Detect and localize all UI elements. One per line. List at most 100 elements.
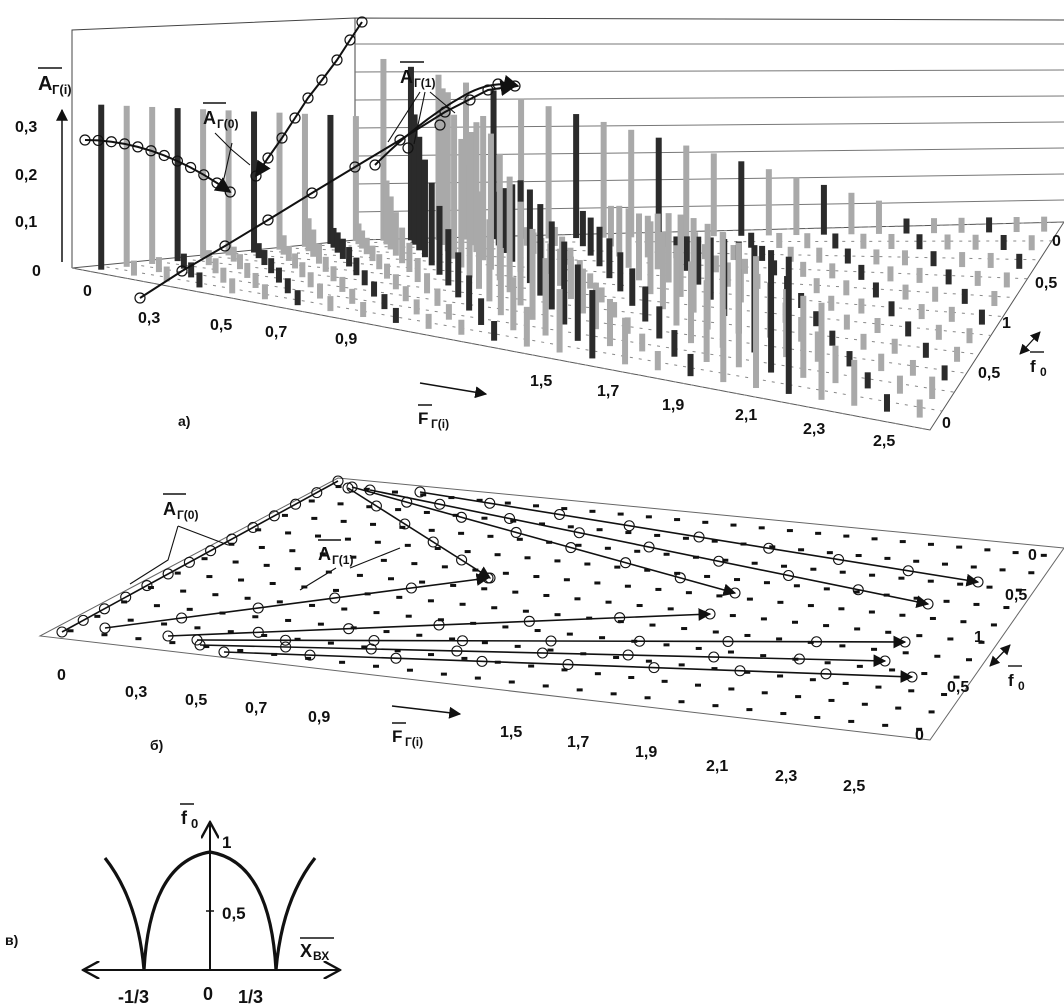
grid-mark xyxy=(636,604,643,608)
floor-gridline xyxy=(329,240,1052,244)
bar xyxy=(255,243,262,259)
grid-mark xyxy=(610,692,617,696)
bar xyxy=(230,246,237,262)
curve-b-ray-1-point xyxy=(346,481,358,493)
grid-mark xyxy=(1028,571,1035,575)
grid-mark xyxy=(127,618,134,622)
bar xyxy=(424,273,431,294)
grid-mark xyxy=(255,528,262,532)
grid-mark xyxy=(533,504,540,508)
bar xyxy=(804,233,811,249)
bar xyxy=(671,330,678,357)
bar xyxy=(813,278,820,294)
grid-mark xyxy=(842,681,849,685)
grid-mark xyxy=(921,672,928,676)
grid-mark xyxy=(340,519,347,523)
curve-a1-point xyxy=(394,134,406,146)
bar xyxy=(860,333,867,350)
bar xyxy=(607,205,614,247)
bar xyxy=(828,295,835,311)
curve-a0-back xyxy=(255,21,363,178)
panel-b-y-axis-sub: 0 xyxy=(1018,679,1025,693)
grid-mark xyxy=(654,533,661,537)
bar xyxy=(163,266,170,282)
bar xyxy=(878,353,885,372)
panel-a-y-tick-0: 0 xyxy=(942,415,951,432)
grid-mark xyxy=(427,599,434,603)
panel-b-x-tick-5: 1,5 xyxy=(500,724,522,741)
bar xyxy=(497,247,504,316)
curve-b-ray-7-point xyxy=(648,662,660,674)
bar xyxy=(376,254,383,270)
panel-b-x-axis-sub: Г(i) xyxy=(405,735,423,749)
grid-mark xyxy=(855,554,862,558)
grid-mark xyxy=(814,715,821,719)
bar xyxy=(1041,216,1048,232)
panel-a-label-a1-symbol: A xyxy=(400,67,413,87)
curve-b-ray-7-point xyxy=(390,652,402,664)
bar xyxy=(486,219,493,302)
bar xyxy=(579,268,586,314)
grid-mark xyxy=(1040,553,1047,557)
curve-a0-back-point xyxy=(262,152,274,164)
bar xyxy=(759,245,766,261)
curve-b-ray-7-point xyxy=(820,668,832,680)
bar xyxy=(916,234,923,250)
bar xyxy=(352,116,359,242)
bar xyxy=(451,114,458,259)
curve-a0-point xyxy=(158,149,170,162)
bar xyxy=(506,176,513,293)
grid-mark xyxy=(237,648,244,652)
curve-b-ray-1-point xyxy=(729,587,741,599)
bar xyxy=(606,238,613,279)
curve-b-a0-point xyxy=(205,545,217,557)
bar xyxy=(466,275,473,311)
bar xyxy=(901,250,908,266)
grid-mark xyxy=(928,710,935,714)
curve-a0-back-point xyxy=(356,16,368,28)
grid-mark xyxy=(212,593,219,597)
grid-mark xyxy=(727,650,734,654)
bar xyxy=(294,290,301,306)
grid-mark xyxy=(957,582,964,586)
curve-b-ray-7-point xyxy=(906,671,918,683)
bar xyxy=(587,273,594,289)
bar xyxy=(523,227,530,246)
grid-mark xyxy=(263,563,270,567)
panel-b-x-tick-3: 0,7 xyxy=(245,700,267,717)
bar xyxy=(903,218,910,234)
grid-mark xyxy=(203,645,210,649)
curve-a0-point xyxy=(132,141,144,153)
grid-mark xyxy=(67,629,74,633)
grid-mark xyxy=(341,607,348,611)
curve-b-ray-6-point xyxy=(536,647,549,659)
bar xyxy=(567,256,574,300)
panel-b-y-tick-1: 0,5 xyxy=(947,679,969,696)
grid-mark xyxy=(491,606,498,610)
grid-mark xyxy=(180,589,187,593)
grid-mark xyxy=(332,588,339,592)
bar xyxy=(236,254,243,270)
bar xyxy=(305,218,312,252)
panel-b-x-tick-2: 0,5 xyxy=(185,692,207,709)
grid-mark xyxy=(428,653,435,657)
grid-mark xyxy=(201,557,208,561)
grid-mark xyxy=(370,522,377,526)
grid-mark xyxy=(698,610,705,614)
panel-b-label-a0: A Г(0) xyxy=(129,493,229,585)
curve-b-ray-6-point xyxy=(708,651,720,663)
panel-a-label-a1: A Г(1) xyxy=(387,61,456,145)
curve-b-a0-point xyxy=(247,521,259,534)
bar xyxy=(229,278,236,294)
grid-mark xyxy=(902,651,909,655)
bar xyxy=(616,205,623,257)
curve-b-a0-point xyxy=(289,498,302,510)
bar xyxy=(406,242,413,272)
curve-b-ray-7-point xyxy=(562,658,574,671)
grid-mark xyxy=(576,688,583,692)
bar xyxy=(935,324,942,340)
bar xyxy=(972,234,979,250)
grid-mark xyxy=(396,595,403,599)
curve-b-ray-2-point xyxy=(643,541,655,553)
